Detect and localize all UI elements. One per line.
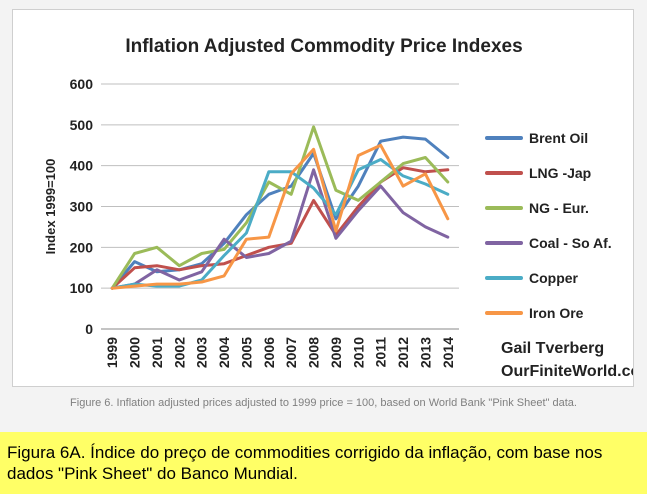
series-line-ng-eur- xyxy=(110,125,450,290)
x-tick-label: 2010 xyxy=(350,337,366,368)
x-tick-label: 2014 xyxy=(440,337,456,368)
y-tick-label: 400 xyxy=(70,158,94,174)
portuguese-caption: Figura 6A. Índice do preço de commoditie… xyxy=(0,432,647,494)
legend-label: Brent Oil xyxy=(529,130,588,146)
legend-label: LNG -Jap xyxy=(529,165,591,181)
y-tick-label: 300 xyxy=(70,199,94,215)
x-tick-label: 2007 xyxy=(283,337,299,368)
y-tick-label: 100 xyxy=(70,280,94,296)
x-tick-label: 2012 xyxy=(395,337,411,368)
x-tick-label: 2011 xyxy=(373,337,389,368)
x-tick-label: 2003 xyxy=(194,337,210,368)
y-tick-label: 500 xyxy=(70,117,94,133)
website-annotation: OurFiniteWorld.com xyxy=(501,363,633,380)
x-tick-label: 2005 xyxy=(238,337,254,368)
author-annotation: Gail Tverberg xyxy=(501,340,604,357)
series-line-coal-so-af- xyxy=(110,168,450,290)
line-chart: Inflation Adjusted Commodity Price Index… xyxy=(43,36,633,380)
chart-frame: Inflation Adjusted Commodity Price Index… xyxy=(12,9,634,387)
y-tick-label: 200 xyxy=(70,239,94,255)
y-axis-label: Index 1999=100 xyxy=(43,159,58,255)
x-tick-label: 2000 xyxy=(127,337,143,368)
x-tick-label: 2004 xyxy=(216,337,232,368)
chart-title: Inflation Adjusted Commodity Price Index… xyxy=(125,36,522,57)
x-tick-label: 1999 xyxy=(104,337,120,368)
series-line-iron-ore xyxy=(110,143,450,290)
legend-label: Copper xyxy=(529,270,579,286)
x-tick-label: 2002 xyxy=(171,337,187,368)
legend-label: NG - Eur. xyxy=(529,200,589,216)
x-tick-label: 2013 xyxy=(417,337,433,368)
series-line-brent-oil xyxy=(110,135,450,290)
y-tick-label: 600 xyxy=(70,76,94,92)
x-tick-label: 2009 xyxy=(328,337,344,368)
x-tick-label: 2008 xyxy=(306,337,322,368)
x-tick-label: 2001 xyxy=(149,337,165,368)
figure-caption: Figure 6. Inflation adjusted prices adju… xyxy=(70,397,577,409)
y-tick-label: 0 xyxy=(85,321,93,337)
series-line-lng-jap xyxy=(110,166,450,290)
legend-label: Iron Ore xyxy=(529,305,584,321)
x-tick-label: 2006 xyxy=(261,337,277,368)
legend-label: Coal - So Af. xyxy=(529,235,612,251)
